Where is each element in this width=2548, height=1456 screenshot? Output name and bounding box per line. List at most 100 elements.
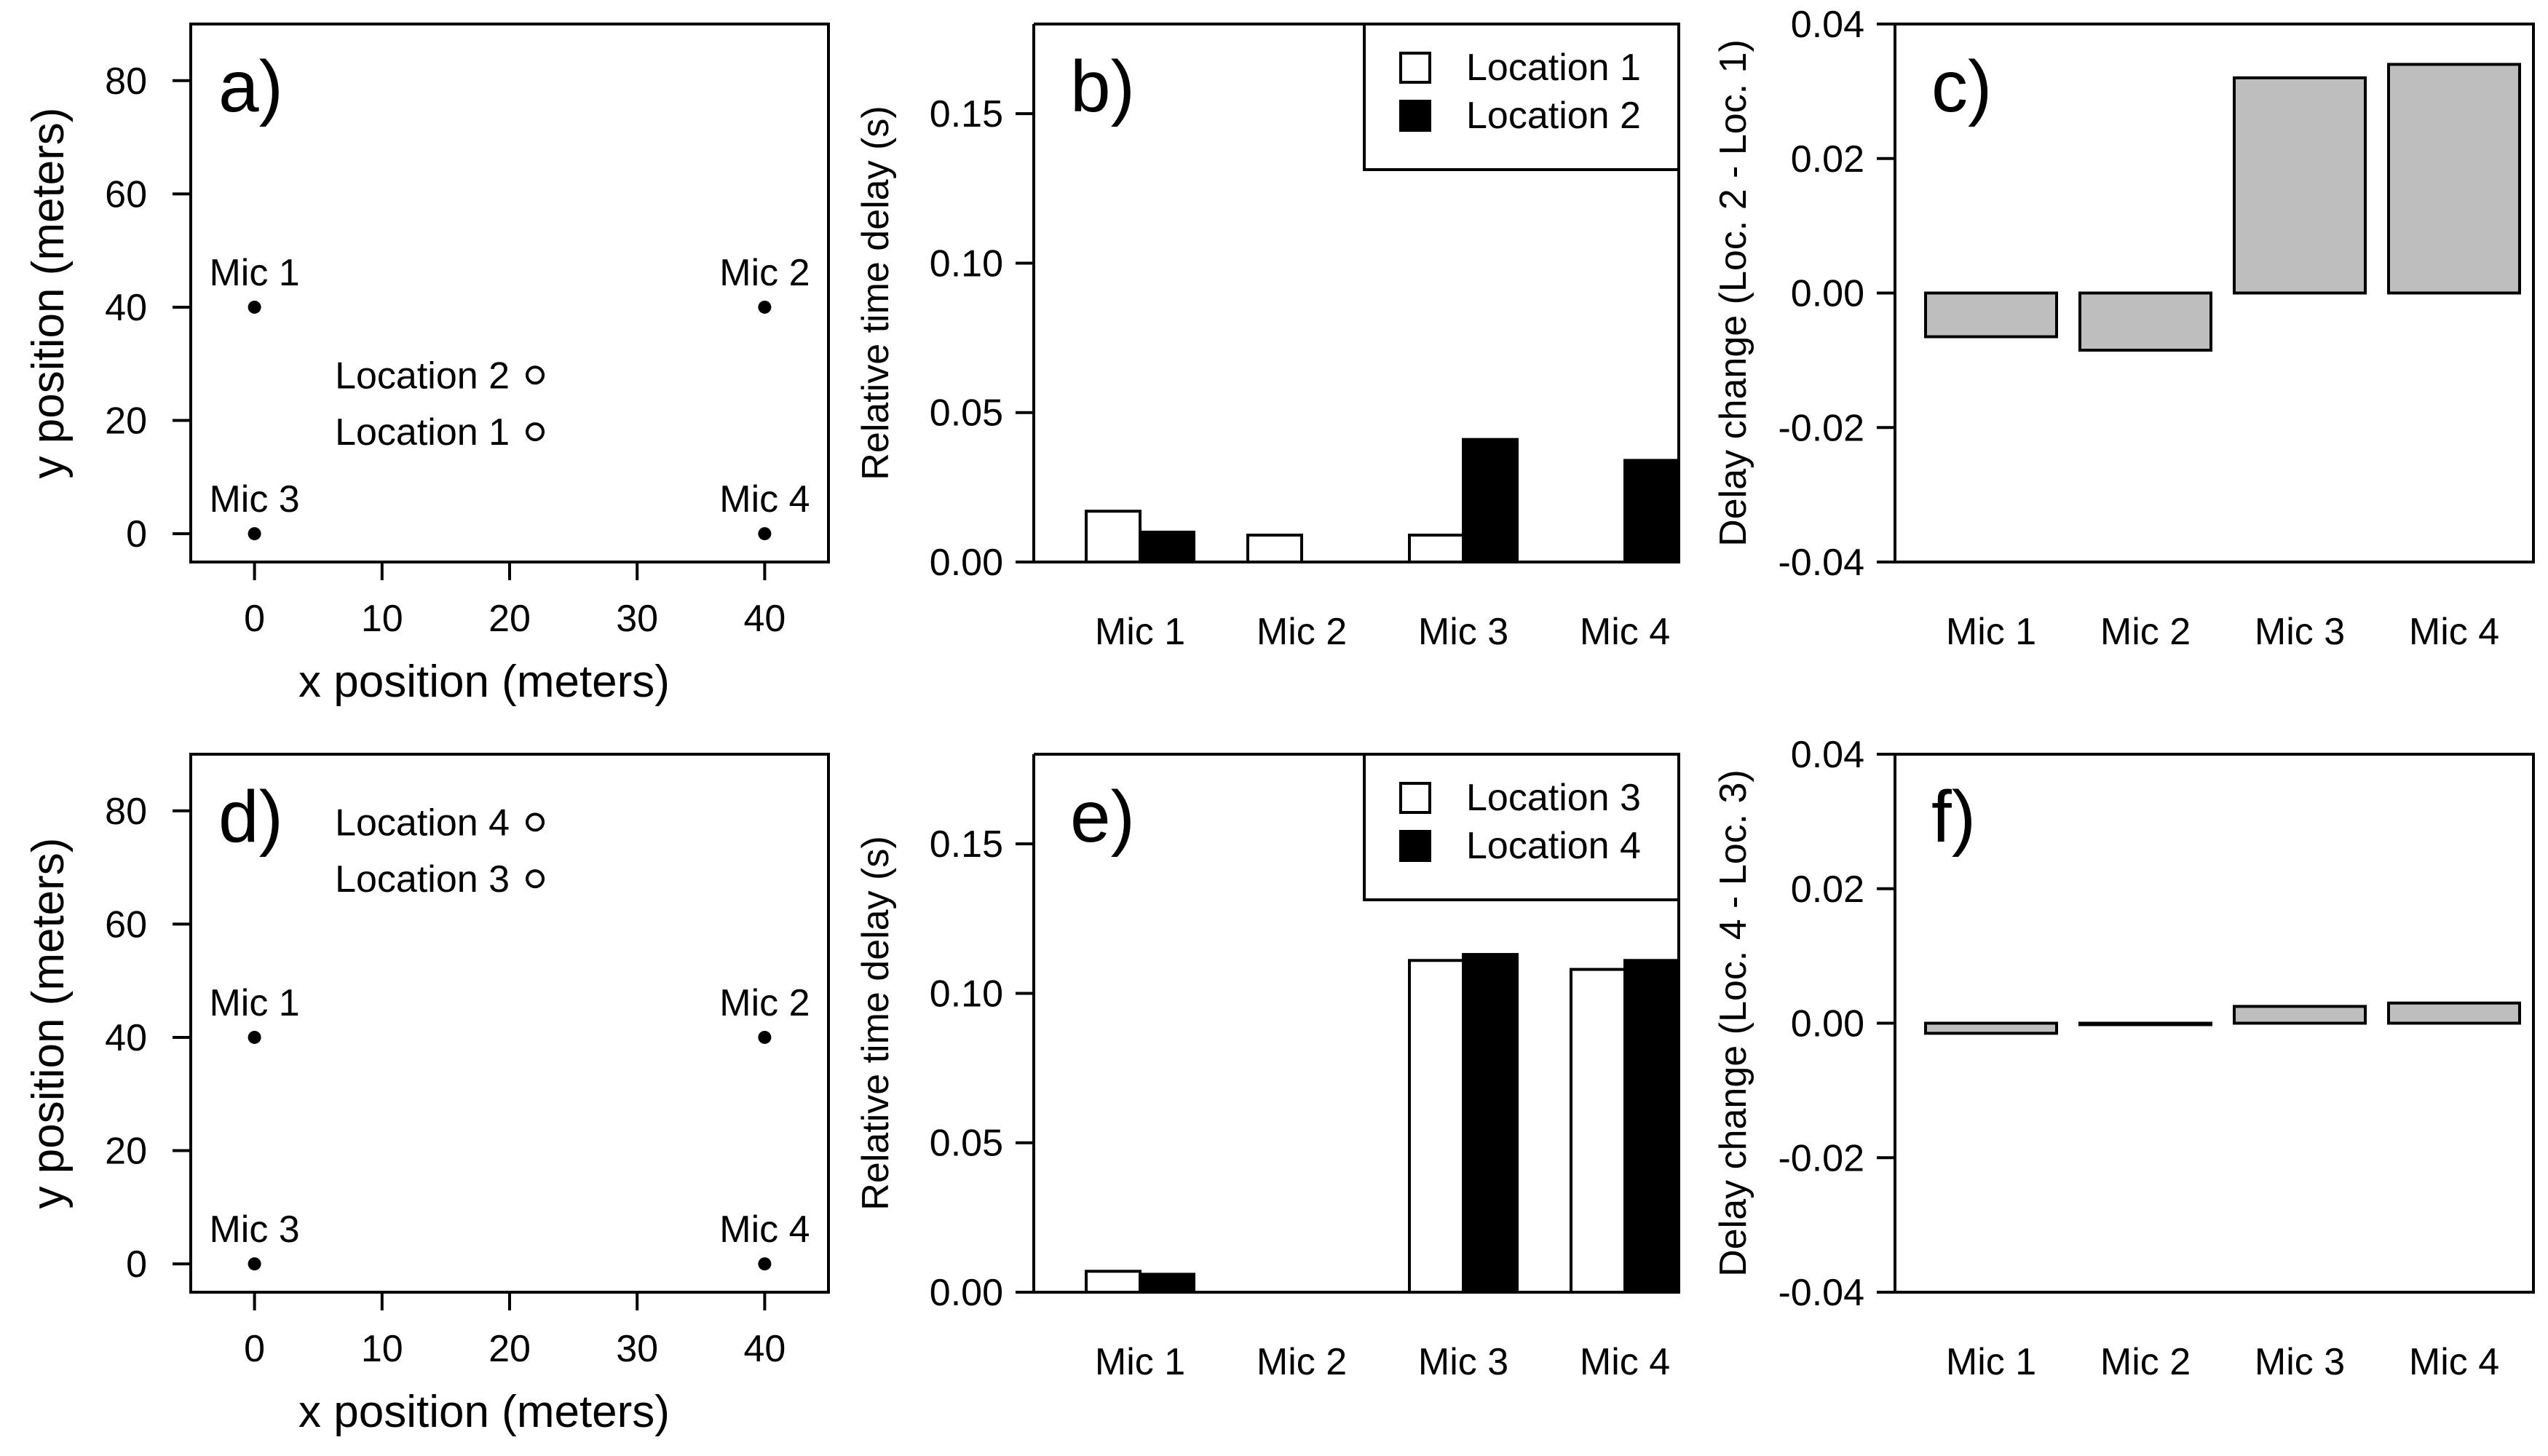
location-label: Location 4 [335, 802, 510, 844]
x-tick-label: Mic 3 [1418, 611, 1508, 653]
x-tick-label: 40 [743, 1328, 786, 1370]
bar-change [2233, 76, 2367, 295]
mic-point [758, 1257, 772, 1271]
panel-e-delay-bars: 0.00 0.05 0.10 0.15 Mic 1 Mic 2 Mic 3 Mic 4 Loca… [855, 753, 1680, 1383]
bar-location-1 [1246, 534, 1303, 563]
y-tick-label: -0.04 [1778, 1272, 1864, 1314]
bar-location-2 [1623, 459, 1680, 564]
panel-c-delay-change: -0.04 -0.02 0.00 0.02 0.04 Mic 1 Mic 2 Mic 3 Mic… [1712, 4, 2535, 653]
bar-change [1924, 1021, 2058, 1035]
bar-location-2 [1462, 438, 1519, 564]
y-axis-title: Relative time delay (s) [855, 106, 897, 480]
bar-location-4 [1462, 953, 1519, 1294]
y-axis-title: y position (meters) [23, 108, 74, 479]
bar-location-2 [1139, 530, 1195, 564]
y-tick-label: 0.04 [1791, 4, 1864, 46]
legend-label: Location 2 [1466, 95, 1641, 137]
panel-label: f) [1931, 776, 1976, 858]
x-tick-label: Mic 3 [2255, 611, 2345, 653]
panel-d-map: 0 10 20 30 40 0 20 40 60 80 x position (meters) y p… [23, 753, 830, 1437]
x-tick-label: 0 [244, 598, 265, 640]
bar-location-4 [1139, 1273, 1195, 1294]
y-tick-label: 40 [105, 1017, 147, 1059]
x-tick-label: Mic 1 [1095, 1341, 1185, 1383]
x-axis-title: x position (meters) [298, 1387, 670, 1437]
y-tick-label: 0.00 [1791, 273, 1864, 315]
y-tick-label: 0.02 [1791, 869, 1864, 911]
x-tick-label: 20 [488, 598, 531, 640]
location-point [526, 422, 545, 442]
bar-change [1924, 291, 2058, 339]
mic-label: Mic 3 [209, 1208, 299, 1251]
x-tick-label: Mic 1 [1946, 1341, 2036, 1383]
y-tick-label: 0.15 [930, 823, 1003, 866]
y-tick-label: 20 [105, 1131, 147, 1173]
panel-label: b) [1070, 46, 1135, 127]
y-axis-title: Delay change (Loc. 2 - Loc. 1) [1712, 39, 1754, 547]
mic-point [758, 300, 772, 314]
panel-label: d) [218, 776, 283, 858]
y-tick-label: 40 [105, 287, 147, 329]
mic-label: Mic 4 [719, 1208, 810, 1251]
x-axis-title: x position (meters) [298, 657, 670, 707]
bar-change [2387, 63, 2521, 295]
location-point [526, 869, 545, 889]
y-axis-title: Delay change (Loc. 4 - Loc. 3) [1712, 769, 1754, 1277]
panel-f-delay-change: -0.04 -0.02 0.00 0.02 0.04 Mic 1 Mic 2 Mic 3 Mic… [1712, 734, 2535, 1383]
mic-point [248, 527, 261, 541]
mic-point [248, 300, 261, 314]
x-tick-label: 30 [616, 1328, 658, 1370]
location-point [526, 365, 545, 385]
y-tick-label: 80 [105, 791, 147, 833]
bar-location-4 [1623, 959, 1680, 1294]
location-label: Location 1 [335, 411, 510, 454]
legend-swatch [1399, 830, 1431, 862]
mic-point [248, 1030, 261, 1044]
x-tick-label: 10 [361, 598, 403, 640]
y-tick-label: 0.05 [930, 392, 1003, 435]
x-tick-label: 30 [616, 598, 658, 640]
bar-location-3 [1408, 959, 1465, 1294]
bar-location-3 [1085, 1270, 1142, 1294]
legend-label: Location 1 [1466, 47, 1641, 89]
y-tick-label: -0.04 [1778, 542, 1864, 584]
y-tick-label: 0.00 [930, 1272, 1003, 1314]
legend-swatch [1399, 52, 1431, 84]
x-tick-label: Mic 2 [2100, 1341, 2191, 1383]
mic-label: Mic 1 [209, 252, 299, 294]
legend-box [1363, 753, 1680, 901]
mic-point [248, 1257, 261, 1271]
y-tick-label: 0.00 [1791, 1003, 1864, 1045]
mic-label: Mic 2 [719, 252, 810, 294]
y-tick-label: 0.10 [930, 973, 1003, 1015]
bar-location-3 [1570, 968, 1626, 1294]
location-label: Location 3 [335, 858, 510, 901]
y-tick-label: 0 [126, 1243, 147, 1286]
mic-point [758, 1030, 772, 1044]
mic-label: Mic 4 [719, 478, 810, 521]
legend-label: Location 3 [1466, 777, 1641, 819]
legend-swatch [1399, 782, 1431, 814]
location-point [526, 812, 545, 832]
mic-point [758, 527, 772, 541]
x-tick-label: Mic 3 [1418, 1341, 1508, 1383]
x-tick-label: Mic 4 [1580, 1341, 1670, 1383]
y-tick-label: 0.10 [930, 242, 1003, 285]
y-axis-title: y position (meters) [23, 838, 74, 1209]
x-tick-label: 40 [743, 598, 786, 640]
x-tick-label: Mic 4 [2409, 611, 2499, 653]
y-tick-label: 0 [126, 513, 147, 555]
y-tick-label: 0.15 [930, 93, 1003, 135]
bar-change [2078, 291, 2212, 352]
x-tick-label: Mic 1 [1095, 611, 1185, 653]
y-tick-label: 80 [105, 60, 147, 103]
y-axis-title: Relative time delay (s) [855, 836, 897, 1210]
bar-location-1 [1408, 534, 1465, 563]
mic-label: Mic 2 [719, 982, 810, 1024]
y-tick-label: 0.05 [930, 1123, 1003, 1165]
legend-swatch [1399, 100, 1431, 132]
y-tick-label: -0.02 [1778, 1137, 1864, 1179]
bar-change [2387, 1001, 2521, 1025]
x-tick-label: Mic 2 [1257, 611, 1347, 653]
x-tick-label: Mic 1 [1946, 611, 2036, 653]
